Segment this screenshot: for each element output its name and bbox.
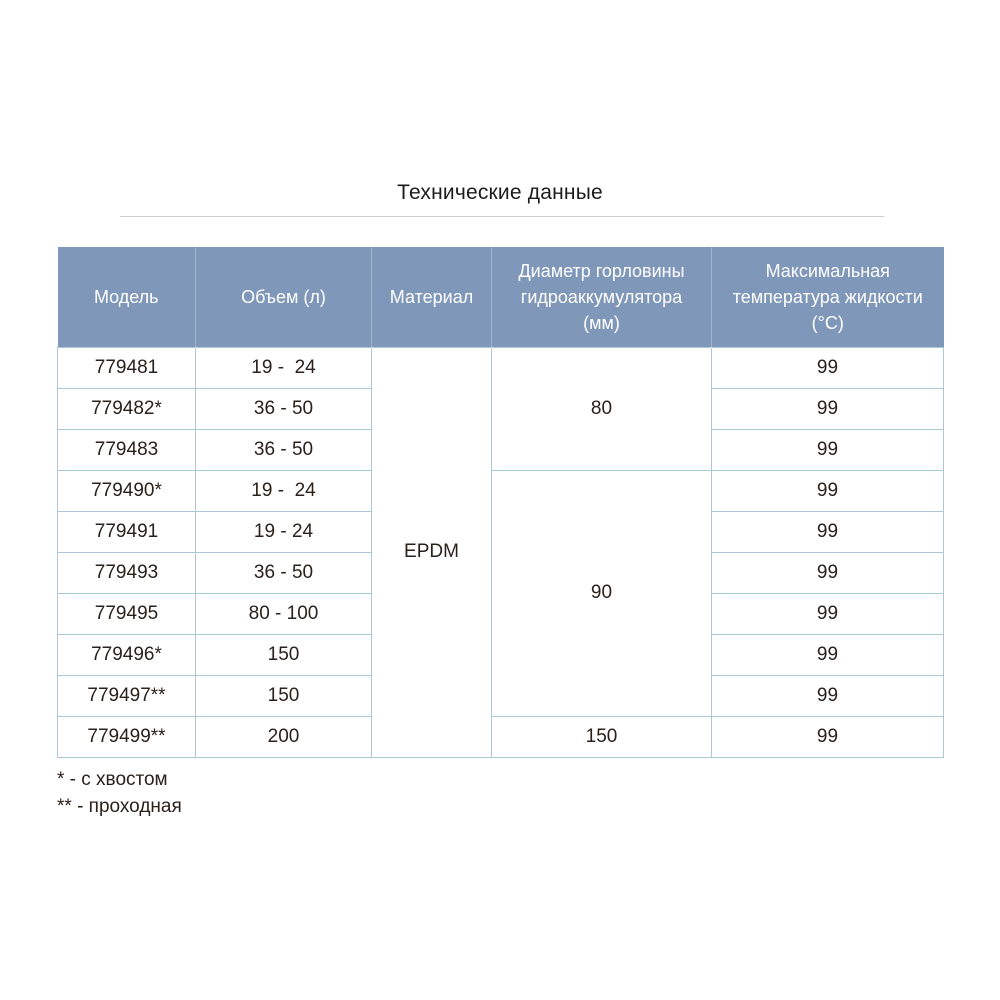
- temperature-cell: 99: [711, 387, 944, 430]
- footnote-through: ** - проходная: [57, 796, 182, 817]
- technical-data-table: Модель Объем (л) Материал Диаметр горлов…: [57, 247, 944, 758]
- model-cell: 779493: [57, 551, 196, 594]
- volume-cell: 80 - 100: [195, 592, 372, 635]
- temperature-cell: 99: [711, 592, 944, 635]
- table-row: 779499** 200 150 99: [57, 715, 944, 758]
- table-header-row: Модель Объем (л) Материал Диаметр горлов…: [57, 247, 944, 347]
- volume-cell: 150: [195, 633, 372, 676]
- model-cell: 779483: [57, 428, 196, 471]
- model-cell: 779499**: [57, 715, 196, 758]
- column-header-model: Модель: [57, 247, 196, 347]
- table-row: 779490* 19 - 24 90 99: [57, 469, 944, 717]
- table-row: 779493 36 - 50 99: [57, 551, 944, 594]
- volume-cell: 19 - 24: [195, 469, 372, 512]
- temperature-cell: 99: [711, 469, 944, 512]
- volume-cell: 19 - 24: [195, 346, 372, 389]
- title-divider: [120, 216, 884, 217]
- footnotes: * - с хвостом ** - проходная: [57, 766, 182, 820]
- temperature-cell: 99: [711, 633, 944, 676]
- volume-cell: 36 - 50: [195, 428, 372, 471]
- diameter-cell: 80: [491, 346, 712, 471]
- table-row: 779496* 150 99: [57, 633, 944, 676]
- table-row: 779481 19 - 24 EPDM 80 99: [57, 346, 944, 758]
- model-cell: 779490*: [57, 469, 196, 512]
- table-row: 779497** 150 99: [57, 674, 944, 717]
- model-cell: 779491: [57, 510, 196, 553]
- temperature-cell: 99: [711, 428, 944, 471]
- table-row: 779483 36 - 50 99: [57, 428, 944, 471]
- material-cell: EPDM: [371, 346, 492, 758]
- table-row: 779495 80 - 100 99: [57, 592, 944, 635]
- volume-cell: 36 - 50: [195, 551, 372, 594]
- temperature-cell: 99: [711, 674, 944, 717]
- column-header-diameter: Диаметр горловины гидроаккумулятора (мм): [491, 247, 712, 347]
- volume-cell: 19 - 24: [195, 510, 372, 553]
- column-header-volume: Объем (л): [195, 247, 372, 347]
- table-row: 779482* 36 - 50 99: [57, 387, 944, 430]
- column-header-material: Материал: [371, 247, 492, 347]
- temperature-cell: 99: [711, 346, 944, 389]
- temperature-cell: 99: [711, 715, 944, 758]
- volume-cell: 36 - 50: [195, 387, 372, 430]
- volume-cell: 200: [195, 715, 372, 758]
- column-header-max-temperature: Максимальная температура жидкости (°C): [711, 247, 944, 347]
- volume-cell: 150: [195, 674, 372, 717]
- footnote-tail: * - с хвостом: [57, 769, 168, 790]
- diameter-cell: 90: [491, 469, 712, 717]
- diameter-cell: 150: [491, 715, 712, 758]
- model-cell: 779497**: [57, 674, 196, 717]
- model-cell: 779496*: [57, 633, 196, 676]
- temperature-cell: 99: [711, 510, 944, 553]
- temperature-cell: 99: [711, 551, 944, 594]
- model-cell: 779481: [57, 346, 196, 389]
- model-cell: 779495: [57, 592, 196, 635]
- model-cell: 779482*: [57, 387, 196, 430]
- table-row: 779491 19 - 24 99: [57, 510, 944, 553]
- page-title: Технические данные: [397, 181, 603, 204]
